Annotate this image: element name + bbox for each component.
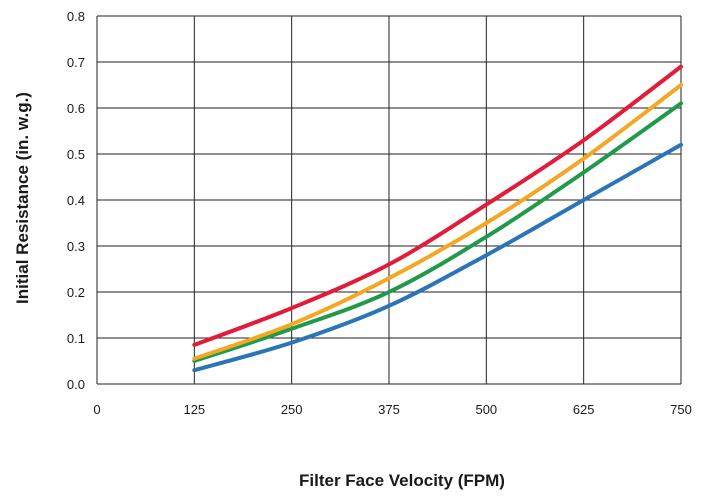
x-tick-label: 250 (281, 402, 303, 417)
series-line-3 (192, 83, 683, 361)
y-axis-title: Initial Resistance (in. w.g.) (13, 92, 32, 304)
y-tick-label: 0.1 (67, 331, 85, 346)
y-tick-label: 0.0 (67, 377, 85, 392)
y-axis-ticks: 0.0 0.1 0.2 0.3 0.4 0.5 0.6 0.7 0.8 (67, 9, 85, 392)
x-tick-label: 625 (573, 402, 595, 417)
series-lines (192, 64, 683, 373)
x-axis-title: Filter Face Velocity (FPM) (299, 471, 505, 490)
y-tick-label: 0.6 (67, 101, 85, 116)
x-tick-label: 750 (670, 402, 692, 417)
grid (96, 15, 682, 385)
y-tick-label: 0.4 (67, 193, 85, 208)
series-line-2 (192, 101, 683, 363)
series-line-4 (192, 64, 683, 347)
y-tick-label: 0.5 (67, 147, 85, 162)
series-line-1 (192, 142, 683, 373)
x-tick-label: 0 (93, 402, 100, 417)
y-tick-label: 0.3 (67, 239, 85, 254)
y-tick-label: 0.7 (67, 55, 85, 70)
x-tick-label: 125 (183, 402, 205, 417)
x-tick-label: 375 (378, 402, 400, 417)
x-tick-label: 500 (475, 402, 497, 417)
y-tick-label: 0.2 (67, 285, 85, 300)
x-axis-ticks: 0 125 250 375 500 625 750 (93, 402, 691, 417)
y-tick-label: 0.8 (67, 9, 85, 24)
